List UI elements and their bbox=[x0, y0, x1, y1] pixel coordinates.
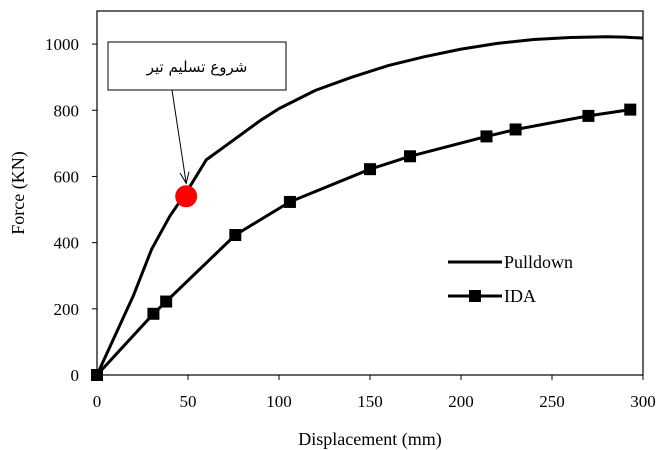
x-tick-label: 300 bbox=[630, 392, 656, 411]
annotation-box bbox=[107, 41, 287, 91]
y-tick-label: 600 bbox=[54, 167, 80, 186]
legend-marker-ida bbox=[469, 290, 481, 302]
data-point-ida bbox=[364, 163, 376, 176]
x-axis-label: Displacement (mm) bbox=[298, 429, 441, 450]
annotation-layer: شروع تسلیم تیر bbox=[107, 41, 287, 185]
y-tick-label: 200 bbox=[54, 300, 80, 319]
y-tick-label: 0 bbox=[71, 366, 80, 385]
series-line-pulldown bbox=[95, 35, 644, 376]
legend-label-ida: IDA bbox=[504, 286, 536, 306]
data-point-ida bbox=[283, 195, 296, 208]
x-tick-label: 50 bbox=[180, 392, 197, 411]
y-tick-label: 800 bbox=[54, 101, 80, 120]
data-point-ida bbox=[404, 150, 417, 163]
annotation-arrowhead bbox=[179, 171, 190, 185]
x-tick-label: 100 bbox=[266, 392, 292, 411]
y-tick-label: 1000 bbox=[45, 35, 79, 54]
x-tick-label: 200 bbox=[448, 392, 474, 411]
data-point-ida bbox=[480, 130, 493, 143]
x-tick-label: 250 bbox=[539, 392, 565, 411]
y-axis-label: Force (KN) bbox=[8, 151, 29, 234]
data-point-ida bbox=[229, 229, 242, 242]
data-point-ida bbox=[624, 103, 637, 116]
data-point-ida bbox=[160, 295, 173, 308]
annotation-text: شروع تسلیم تیر bbox=[146, 58, 248, 76]
data-point-ida bbox=[91, 369, 103, 381]
y-tick-label: 400 bbox=[54, 234, 80, 253]
series-layer bbox=[91, 35, 644, 381]
yield-start-marker bbox=[175, 185, 198, 208]
ticks-layer: 0 50 100 150 200 250 300 0 200 400 600 800 1000 bbox=[45, 35, 656, 411]
legend-label-pulldown: Pulldown bbox=[504, 252, 573, 272]
data-point-ida bbox=[509, 123, 522, 136]
legend: Pulldown IDA bbox=[448, 252, 573, 306]
annotation-arrow bbox=[171, 89, 187, 184]
data-point-ida bbox=[147, 307, 160, 320]
x-tick-label: 150 bbox=[357, 392, 383, 411]
x-tick-label: 0 bbox=[93, 392, 102, 411]
data-point-ida bbox=[582, 109, 595, 122]
series-line-ida bbox=[95, 108, 631, 377]
